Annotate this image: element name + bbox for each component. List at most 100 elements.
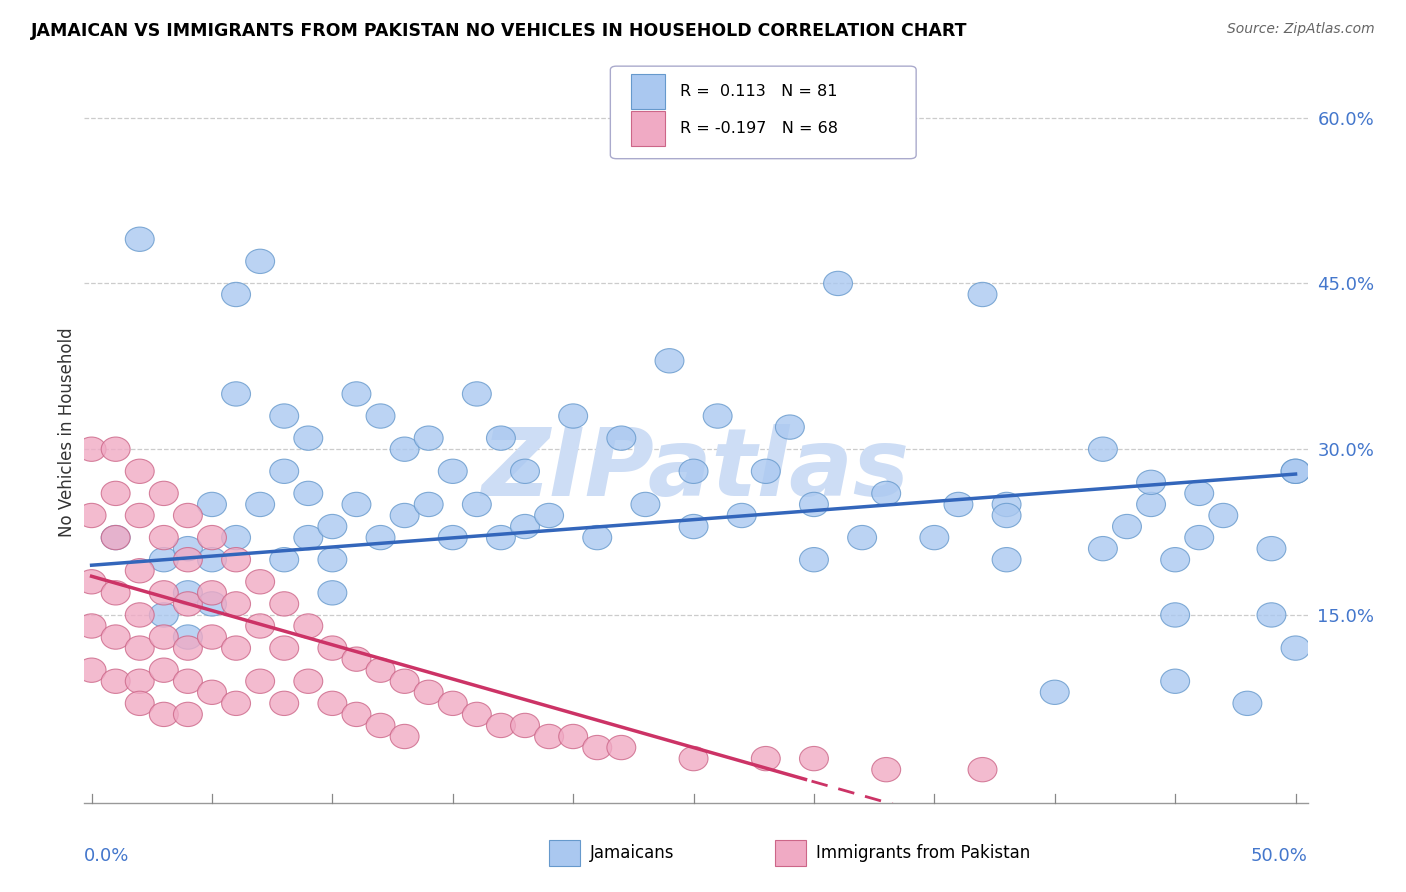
Ellipse shape	[679, 747, 709, 771]
Ellipse shape	[125, 669, 155, 693]
Ellipse shape	[197, 581, 226, 605]
Text: R = -0.197   N = 68: R = -0.197 N = 68	[681, 120, 838, 136]
Ellipse shape	[1136, 492, 1166, 516]
Ellipse shape	[1161, 548, 1189, 572]
Ellipse shape	[173, 591, 202, 616]
Ellipse shape	[318, 581, 347, 605]
Ellipse shape	[270, 691, 298, 715]
Ellipse shape	[294, 426, 323, 450]
Ellipse shape	[439, 459, 467, 483]
Ellipse shape	[125, 603, 155, 627]
Ellipse shape	[655, 349, 683, 373]
Ellipse shape	[222, 525, 250, 549]
Ellipse shape	[1257, 536, 1286, 561]
Ellipse shape	[149, 525, 179, 549]
Ellipse shape	[558, 724, 588, 748]
Ellipse shape	[631, 492, 659, 516]
Ellipse shape	[510, 459, 540, 483]
Ellipse shape	[101, 669, 131, 693]
Ellipse shape	[173, 548, 202, 572]
Ellipse shape	[173, 636, 202, 660]
Ellipse shape	[246, 669, 274, 693]
Ellipse shape	[149, 658, 179, 682]
Ellipse shape	[679, 459, 709, 483]
Ellipse shape	[366, 714, 395, 738]
Ellipse shape	[125, 558, 155, 582]
Ellipse shape	[149, 482, 179, 506]
Ellipse shape	[391, 724, 419, 748]
Ellipse shape	[1281, 459, 1310, 483]
Ellipse shape	[270, 591, 298, 616]
Ellipse shape	[558, 404, 588, 428]
Ellipse shape	[173, 503, 202, 528]
Ellipse shape	[969, 283, 997, 307]
Ellipse shape	[1257, 603, 1286, 627]
Ellipse shape	[77, 614, 105, 638]
Ellipse shape	[463, 382, 491, 406]
Ellipse shape	[101, 437, 131, 461]
Ellipse shape	[318, 691, 347, 715]
Ellipse shape	[318, 515, 347, 539]
Ellipse shape	[703, 404, 733, 428]
FancyBboxPatch shape	[610, 66, 917, 159]
Ellipse shape	[510, 515, 540, 539]
Ellipse shape	[1136, 470, 1166, 494]
Ellipse shape	[534, 503, 564, 528]
Ellipse shape	[173, 581, 202, 605]
Ellipse shape	[197, 548, 226, 572]
Ellipse shape	[366, 404, 395, 428]
Y-axis label: No Vehicles in Household: No Vehicles in Household	[58, 327, 76, 538]
Text: ZIPatlas: ZIPatlas	[482, 424, 910, 516]
Ellipse shape	[607, 735, 636, 760]
Ellipse shape	[993, 503, 1021, 528]
Ellipse shape	[101, 482, 131, 506]
Ellipse shape	[993, 548, 1021, 572]
Ellipse shape	[149, 581, 179, 605]
Ellipse shape	[824, 271, 852, 295]
Ellipse shape	[583, 735, 612, 760]
Ellipse shape	[463, 702, 491, 727]
Ellipse shape	[486, 525, 516, 549]
Ellipse shape	[727, 503, 756, 528]
Ellipse shape	[486, 714, 516, 738]
FancyBboxPatch shape	[550, 840, 579, 866]
Ellipse shape	[1281, 459, 1310, 483]
Ellipse shape	[439, 525, 467, 549]
Ellipse shape	[197, 625, 226, 649]
Ellipse shape	[534, 724, 564, 748]
FancyBboxPatch shape	[631, 111, 665, 146]
Ellipse shape	[920, 525, 949, 549]
Ellipse shape	[101, 581, 131, 605]
Ellipse shape	[101, 625, 131, 649]
Ellipse shape	[222, 691, 250, 715]
Ellipse shape	[1185, 482, 1213, 506]
Ellipse shape	[197, 591, 226, 616]
Ellipse shape	[342, 647, 371, 672]
Ellipse shape	[197, 492, 226, 516]
Ellipse shape	[872, 757, 901, 781]
Ellipse shape	[1281, 636, 1310, 660]
Ellipse shape	[872, 482, 901, 506]
Ellipse shape	[246, 614, 274, 638]
Text: 50.0%: 50.0%	[1251, 847, 1308, 865]
Ellipse shape	[125, 636, 155, 660]
Ellipse shape	[270, 404, 298, 428]
Ellipse shape	[77, 503, 105, 528]
Ellipse shape	[463, 492, 491, 516]
Ellipse shape	[318, 636, 347, 660]
Ellipse shape	[391, 669, 419, 693]
Ellipse shape	[246, 249, 274, 274]
Ellipse shape	[776, 415, 804, 439]
Ellipse shape	[1233, 691, 1261, 715]
Ellipse shape	[583, 525, 612, 549]
Text: 0.0%: 0.0%	[84, 847, 129, 865]
Ellipse shape	[943, 492, 973, 516]
Ellipse shape	[125, 691, 155, 715]
Ellipse shape	[439, 691, 467, 715]
Ellipse shape	[125, 459, 155, 483]
Ellipse shape	[149, 603, 179, 627]
Ellipse shape	[342, 382, 371, 406]
Ellipse shape	[318, 548, 347, 572]
Ellipse shape	[173, 702, 202, 727]
Ellipse shape	[294, 614, 323, 638]
